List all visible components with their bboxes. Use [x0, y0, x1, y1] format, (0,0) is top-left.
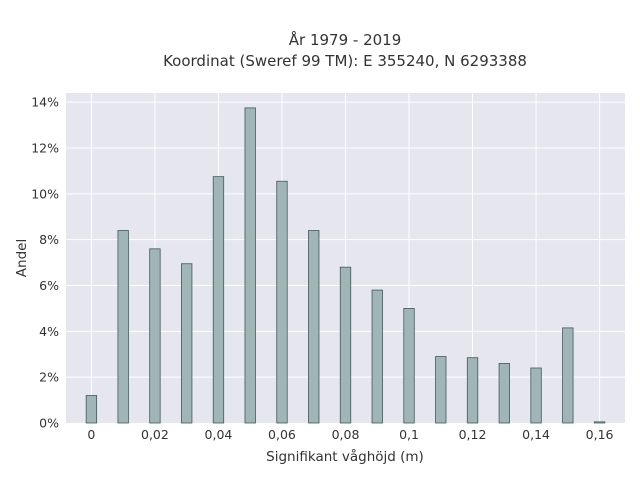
- bar: [149, 248, 161, 424]
- bar: [339, 266, 352, 424]
- bar: [117, 230, 129, 424]
- y-tick-label: 2%: [39, 370, 59, 385]
- x-tick-label: 0,12: [459, 427, 487, 442]
- bar: [244, 107, 256, 424]
- bar: [562, 327, 574, 424]
- y-tick-label: 12%: [31, 141, 59, 156]
- y-tick-label: 14%: [31, 95, 59, 110]
- bar: [371, 289, 383, 424]
- bar: [435, 356, 447, 424]
- x-tick-label: 0,06: [268, 427, 296, 442]
- title-line-2: Koordinat (Sweref 99 TM): E 355240, N 62…: [163, 52, 527, 70]
- bar: [498, 363, 510, 424]
- bar: [308, 230, 320, 424]
- bar: [212, 176, 225, 424]
- bar: [593, 421, 606, 424]
- title-line-1: År 1979 - 2019: [289, 30, 402, 49]
- chart-title: År 1979 - 2019 Koordinat (Sweref 99 TM):…: [163, 30, 527, 70]
- y-axis-label: Andel: [14, 239, 30, 277]
- x-tick-label: 0,16: [586, 427, 614, 442]
- bar: [276, 180, 288, 424]
- bar: [85, 395, 98, 424]
- x-tick-label: 0,1: [399, 427, 419, 442]
- bars: [85, 107, 606, 424]
- bar: [181, 263, 193, 424]
- bar: [403, 308, 415, 424]
- x-tick-label: 0,04: [205, 427, 233, 442]
- x-axis-label: Signifikant våghöjd (m): [266, 448, 424, 465]
- y-tick-label: 6%: [39, 278, 59, 293]
- y-tick-label: 10%: [31, 186, 59, 201]
- x-tick-label: 0,08: [332, 427, 360, 442]
- y-axis-ticks: 0% 2% 4% 6% 8% 10% 12% 14%: [31, 95, 59, 431]
- y-tick-label: 8%: [39, 232, 59, 247]
- x-tick-label: 0,14: [522, 427, 550, 442]
- y-tick-label: 0%: [39, 416, 59, 431]
- x-axis-ticks: 0 0,02 0,04 0,06 0,08 0,1 0,12 0,14 0,16: [87, 427, 613, 442]
- x-tick-label: 0,02: [141, 427, 169, 442]
- y-tick-label: 4%: [39, 324, 59, 339]
- x-tick-label: 0: [87, 427, 95, 442]
- bar: [466, 357, 479, 424]
- bar: [530, 367, 542, 424]
